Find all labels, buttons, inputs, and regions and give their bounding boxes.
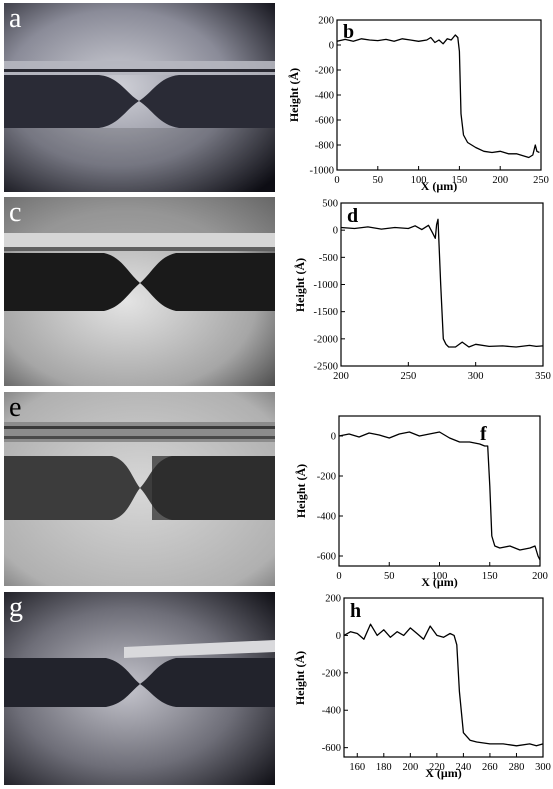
y-tick-label: -400 xyxy=(322,706,341,717)
photo-panel-a xyxy=(4,3,275,192)
x-tick-label: 200 xyxy=(333,371,349,382)
y-axis-title: Height (Å) xyxy=(294,464,308,518)
x-tick-label: 0 xyxy=(334,175,339,186)
panel-label-d: d xyxy=(347,205,358,227)
x-axis-title: X (μm) xyxy=(421,575,457,589)
plot-frame xyxy=(338,415,541,567)
y-tick-label: 500 xyxy=(322,199,338,210)
x-tick-label: 200 xyxy=(492,175,508,186)
y-axis-title: Height (Å) xyxy=(293,651,307,705)
chart-d: 200 250 300 350 500 0 -500 -1000 -1500 -2000 -2500… xyxy=(293,199,551,383)
x-tick-label: 100 xyxy=(411,175,427,186)
y-tick-label: 200 xyxy=(325,594,341,605)
panel-label-e: e xyxy=(9,392,22,423)
y-tick-label: -1500 xyxy=(314,307,339,318)
x-tick-label: 240 xyxy=(456,762,472,773)
y-tick-label: -600 xyxy=(322,743,341,754)
panel-label-f: f xyxy=(480,423,487,445)
x-tick-label: 260 xyxy=(482,762,498,773)
chart-f: 0 50 100 150 200 0 -200 -400 -600 X (μm) Height (Å… xyxy=(294,415,548,589)
chart-b: 0 50 100 150 200 250 200 0 -200 -400 -600 -800 -1000… xyxy=(287,16,549,194)
x-tick-label: 180 xyxy=(376,762,392,773)
micrograph-e xyxy=(4,392,275,586)
x-tick-label: 280 xyxy=(509,762,525,773)
height-profile-line xyxy=(340,218,544,348)
x-tick-label: 250 xyxy=(400,371,416,382)
y-tick-label: -500 xyxy=(319,253,338,264)
micrograph-c xyxy=(4,197,275,386)
y-tick-label: -200 xyxy=(322,668,341,679)
x-tick-label: 150 xyxy=(452,175,468,186)
y-axis-title: Height (Å) xyxy=(293,258,307,312)
x-tick-label: 220 xyxy=(429,762,445,773)
x-tick-label: 100 xyxy=(432,571,448,582)
chart-h: 160 180 200 220 240 260 280 300 200 0 -200 -400 -600… xyxy=(293,594,551,781)
x-tick-label: 300 xyxy=(535,762,551,773)
height-profile-line xyxy=(343,623,544,747)
plot-frame xyxy=(336,19,542,171)
y-tick-label: -1000 xyxy=(310,166,335,177)
y-tick-label: 0 xyxy=(329,41,334,52)
x-tick-label: 300 xyxy=(468,371,484,382)
y-tick-label: -200 xyxy=(317,472,336,483)
micrograph-a xyxy=(4,3,275,192)
photo-panel-c xyxy=(4,197,275,386)
height-profile-line xyxy=(336,34,540,159)
panel-label-b: b xyxy=(343,21,354,43)
photo-panel-g xyxy=(4,592,275,785)
y-tick-label: -2000 xyxy=(314,334,339,345)
panel-label-a: a xyxy=(9,3,22,34)
y-tick-label: -1000 xyxy=(314,280,339,291)
x-axis-title: X (μm) xyxy=(421,179,457,193)
x-tick-label: 200 xyxy=(532,571,548,582)
panel-label-h: h xyxy=(350,600,361,622)
x-tick-label: 250 xyxy=(533,175,549,186)
y-tick-label: -400 xyxy=(315,91,334,102)
panel-label-g: g xyxy=(9,592,23,623)
y-tick-label: -200 xyxy=(315,66,334,77)
x-tick-label: 200 xyxy=(402,762,418,773)
y-tick-label: -600 xyxy=(315,116,334,127)
y-tick-label: -800 xyxy=(315,141,334,152)
x-tick-label: 350 xyxy=(535,371,551,382)
micrograph-g xyxy=(4,592,275,785)
x-tick-label: 0 xyxy=(336,571,341,582)
y-tick-label: -600 xyxy=(317,552,336,563)
x-tick-label: 50 xyxy=(384,571,395,582)
x-tick-label: 150 xyxy=(482,571,498,582)
plot-frame xyxy=(343,597,544,758)
y-tick-label: 0 xyxy=(331,432,336,443)
photo-panel-e xyxy=(4,392,275,586)
x-axis-title: X (μm) xyxy=(425,766,461,780)
y-tick-label: 200 xyxy=(318,16,334,27)
panel-label-c: c xyxy=(9,197,22,228)
y-tick-label: -400 xyxy=(317,512,336,523)
x-tick-label: 160 xyxy=(349,762,365,773)
y-tick-label: 0 xyxy=(336,631,341,642)
height-profile-line xyxy=(338,431,541,561)
x-tick-label: 50 xyxy=(373,175,384,186)
y-tick-label: -2500 xyxy=(314,362,339,373)
y-axis-title: Height (Å) xyxy=(287,68,301,122)
y-tick-label: 0 xyxy=(333,226,338,237)
